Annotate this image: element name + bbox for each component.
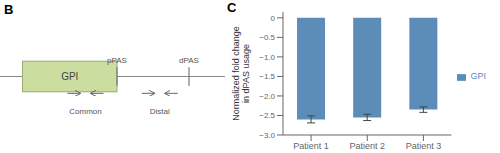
svg-text:Common: Common xyxy=(69,107,101,116)
svg-text:Distal: Distal xyxy=(150,107,170,116)
svg-text:−1.0: −1.0 xyxy=(259,53,275,62)
html-text:C: C xyxy=(227,0,237,15)
svg-text:−0.5: −0.5 xyxy=(259,33,275,42)
html-text:GPI: GPI xyxy=(470,71,486,82)
svg-text:B: B xyxy=(8,2,13,17)
svg-text:Normalized fold changein dPAS: Normalized fold changein dPAS usage xyxy=(231,26,251,121)
svg-text:GPI: GPI xyxy=(61,71,78,82)
svg-text:−1.5: −1.5 xyxy=(259,72,275,81)
svg-text:0: 0 xyxy=(271,14,276,23)
svg-text:−3.0: −3.0 xyxy=(259,131,275,140)
svg-text:pPAS: pPAS xyxy=(107,56,127,65)
svg-text:Patient 3: Patient 3 xyxy=(406,141,442,151)
svg-text:Patient 1: Patient 1 xyxy=(293,141,329,151)
svg-text:dPAS: dPAS xyxy=(179,56,199,65)
svg-text:−2.0: −2.0 xyxy=(259,92,275,101)
svg-text:Patient 2: Patient 2 xyxy=(349,141,385,151)
svg-text:−2.5: −2.5 xyxy=(259,111,275,120)
